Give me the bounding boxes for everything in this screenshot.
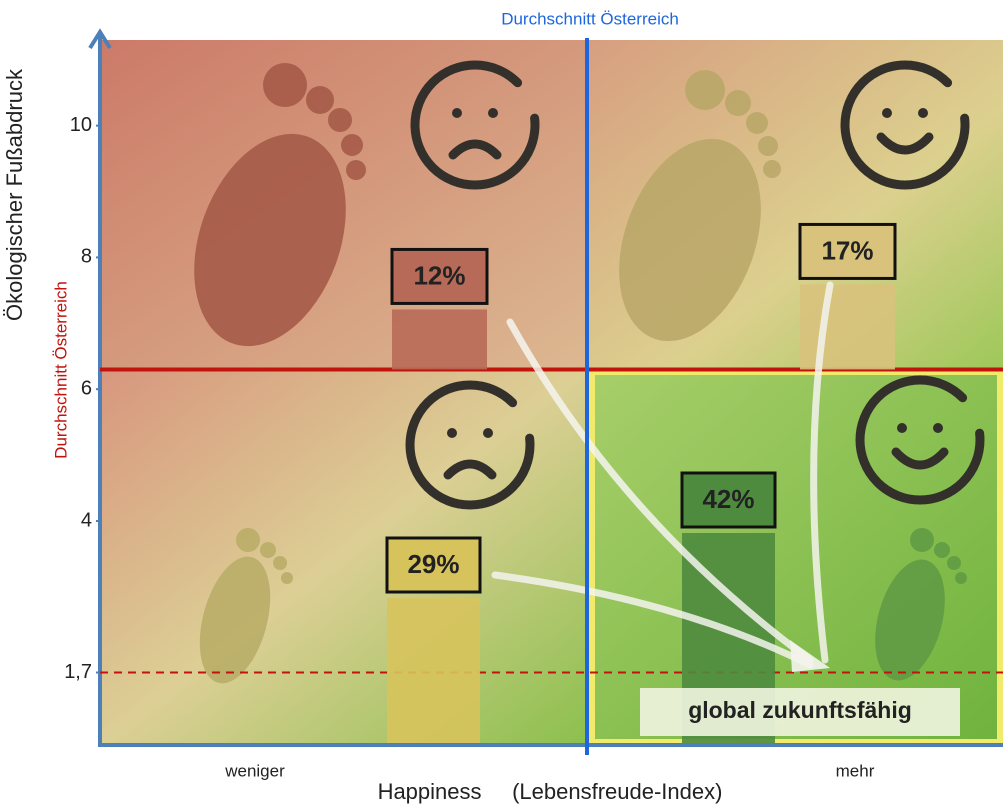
value-label: 17%	[821, 235, 873, 265]
v-line-label: Durchschnitt Österreich	[501, 9, 679, 28]
h-line-label: Durchschnitt Österreich	[51, 281, 70, 459]
bar	[387, 598, 480, 743]
y-tick-label: 4	[81, 509, 92, 531]
chart: Ökologischer Fußabdruck weniger mehr Hap…	[0, 0, 1003, 807]
x-right-label: mehr	[836, 761, 875, 780]
target-label: global zukunftsfähig	[688, 697, 912, 723]
bar	[800, 284, 895, 369]
value-label: 42%	[702, 484, 754, 514]
bar	[392, 309, 487, 369]
x-axis-title: Happiness (Lebensfreude-Index)	[378, 779, 723, 804]
x-left-label: weniger	[224, 761, 285, 780]
page: Ökologischer Fußabdruck weniger mehr Hap…	[0, 0, 1003, 807]
y-tick-label: 8	[81, 246, 92, 268]
y-tick-label: 1,7	[64, 661, 92, 683]
y-axis-title: Ökologischer Fußabdruck	[2, 68, 27, 321]
value-label: 29%	[407, 549, 459, 579]
y-tick-label: 10	[70, 114, 92, 136]
value-label: 12%	[413, 260, 465, 290]
y-tick-label: 6	[81, 377, 92, 399]
